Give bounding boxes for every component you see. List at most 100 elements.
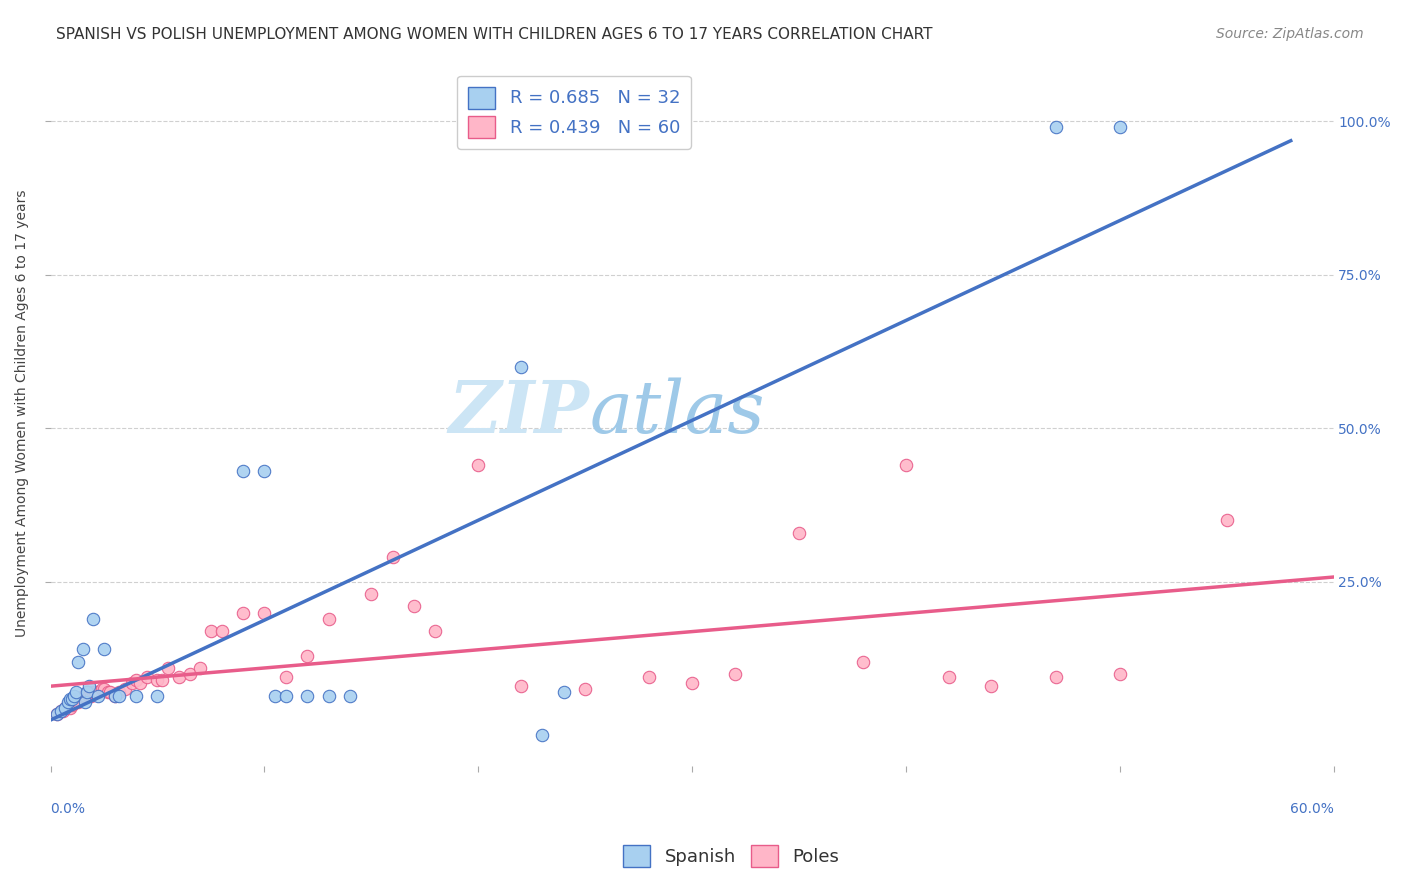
Point	[86, 685, 108, 699]
Point	[59, 691, 82, 706]
Point	[67, 695, 90, 709]
Point	[200, 624, 222, 638]
Point	[295, 689, 318, 703]
Point	[59, 701, 82, 715]
Text: 60.0%: 60.0%	[1289, 802, 1333, 815]
Point	[55, 701, 77, 715]
Point	[82, 685, 104, 699]
Point	[638, 670, 661, 684]
Point	[65, 691, 87, 706]
Point	[318, 612, 340, 626]
Point	[104, 689, 127, 703]
Point	[980, 679, 1002, 693]
Point	[274, 670, 297, 684]
Point	[97, 685, 120, 699]
Point	[51, 704, 73, 718]
Point	[360, 587, 382, 601]
Point	[60, 698, 83, 712]
Point	[80, 689, 103, 703]
Point	[1108, 120, 1130, 135]
Point	[100, 685, 122, 699]
Point	[146, 673, 169, 688]
Point	[76, 685, 98, 699]
Point	[894, 458, 917, 472]
Point	[65, 685, 87, 699]
Point	[135, 670, 157, 684]
Point	[86, 689, 108, 703]
Point	[157, 661, 180, 675]
Point	[108, 689, 131, 703]
Point	[295, 648, 318, 663]
Point	[108, 685, 131, 699]
Point	[84, 685, 107, 699]
Point	[852, 655, 875, 669]
Legend: R = 0.685   N = 32, R = 0.439   N = 60: R = 0.685 N = 32, R = 0.439 N = 60	[457, 76, 690, 149]
Text: atlas: atlas	[589, 377, 765, 448]
Point	[150, 673, 173, 688]
Point	[167, 670, 190, 684]
Point	[104, 689, 127, 703]
Point	[402, 599, 425, 614]
Point	[114, 682, 136, 697]
Point	[574, 682, 596, 697]
Text: SPANISH VS POLISH UNEMPLOYMENT AMONG WOMEN WITH CHILDREN AGES 6 TO 17 YEARS CORR: SPANISH VS POLISH UNEMPLOYMENT AMONG WOM…	[56, 27, 932, 42]
Text: Source: ZipAtlas.com: Source: ZipAtlas.com	[1216, 27, 1364, 41]
Point	[274, 689, 297, 703]
Point	[253, 606, 276, 620]
Point	[318, 689, 340, 703]
Text: ZIP: ZIP	[449, 377, 589, 449]
Point	[938, 670, 960, 684]
Point	[681, 676, 703, 690]
Y-axis label: Unemployment Among Women with Children Ages 6 to 17 years: Unemployment Among Women with Children A…	[15, 189, 30, 637]
Point	[553, 685, 575, 699]
Point	[264, 689, 287, 703]
Point	[125, 689, 148, 703]
Point	[188, 661, 211, 675]
Point	[232, 606, 254, 620]
Point	[93, 642, 115, 657]
Point	[510, 359, 533, 374]
Point	[72, 689, 94, 703]
Point	[77, 689, 100, 703]
Point	[56, 698, 79, 712]
Point	[77, 679, 100, 693]
Point	[52, 704, 75, 718]
Point	[381, 550, 404, 565]
Point	[129, 676, 152, 690]
Point	[425, 624, 447, 638]
Point	[211, 624, 233, 638]
Point	[45, 706, 67, 721]
Point	[253, 464, 276, 478]
Point	[724, 667, 747, 681]
Text: 0.0%: 0.0%	[51, 802, 86, 815]
Point	[787, 525, 810, 540]
Point	[90, 682, 112, 697]
Point	[1108, 667, 1130, 681]
Point	[339, 689, 361, 703]
Point	[60, 691, 83, 706]
Point	[232, 464, 254, 478]
Point	[1045, 670, 1067, 684]
Point	[510, 679, 533, 693]
Point	[121, 676, 143, 690]
Point	[93, 682, 115, 697]
Point	[55, 701, 77, 715]
Point	[76, 685, 98, 699]
Point	[63, 689, 86, 703]
Point	[72, 642, 94, 657]
Point	[125, 673, 148, 688]
Point	[1045, 120, 1067, 135]
Point	[82, 612, 104, 626]
Point	[51, 704, 73, 718]
Point	[63, 695, 86, 709]
Point	[146, 689, 169, 703]
Point	[56, 695, 79, 709]
Point	[73, 689, 96, 703]
Point	[467, 458, 489, 472]
Point	[179, 667, 201, 681]
Point	[1215, 513, 1237, 527]
Point	[531, 729, 554, 743]
Point	[45, 706, 67, 721]
Legend: Spanish, Poles: Spanish, Poles	[616, 838, 846, 874]
Point	[73, 695, 96, 709]
